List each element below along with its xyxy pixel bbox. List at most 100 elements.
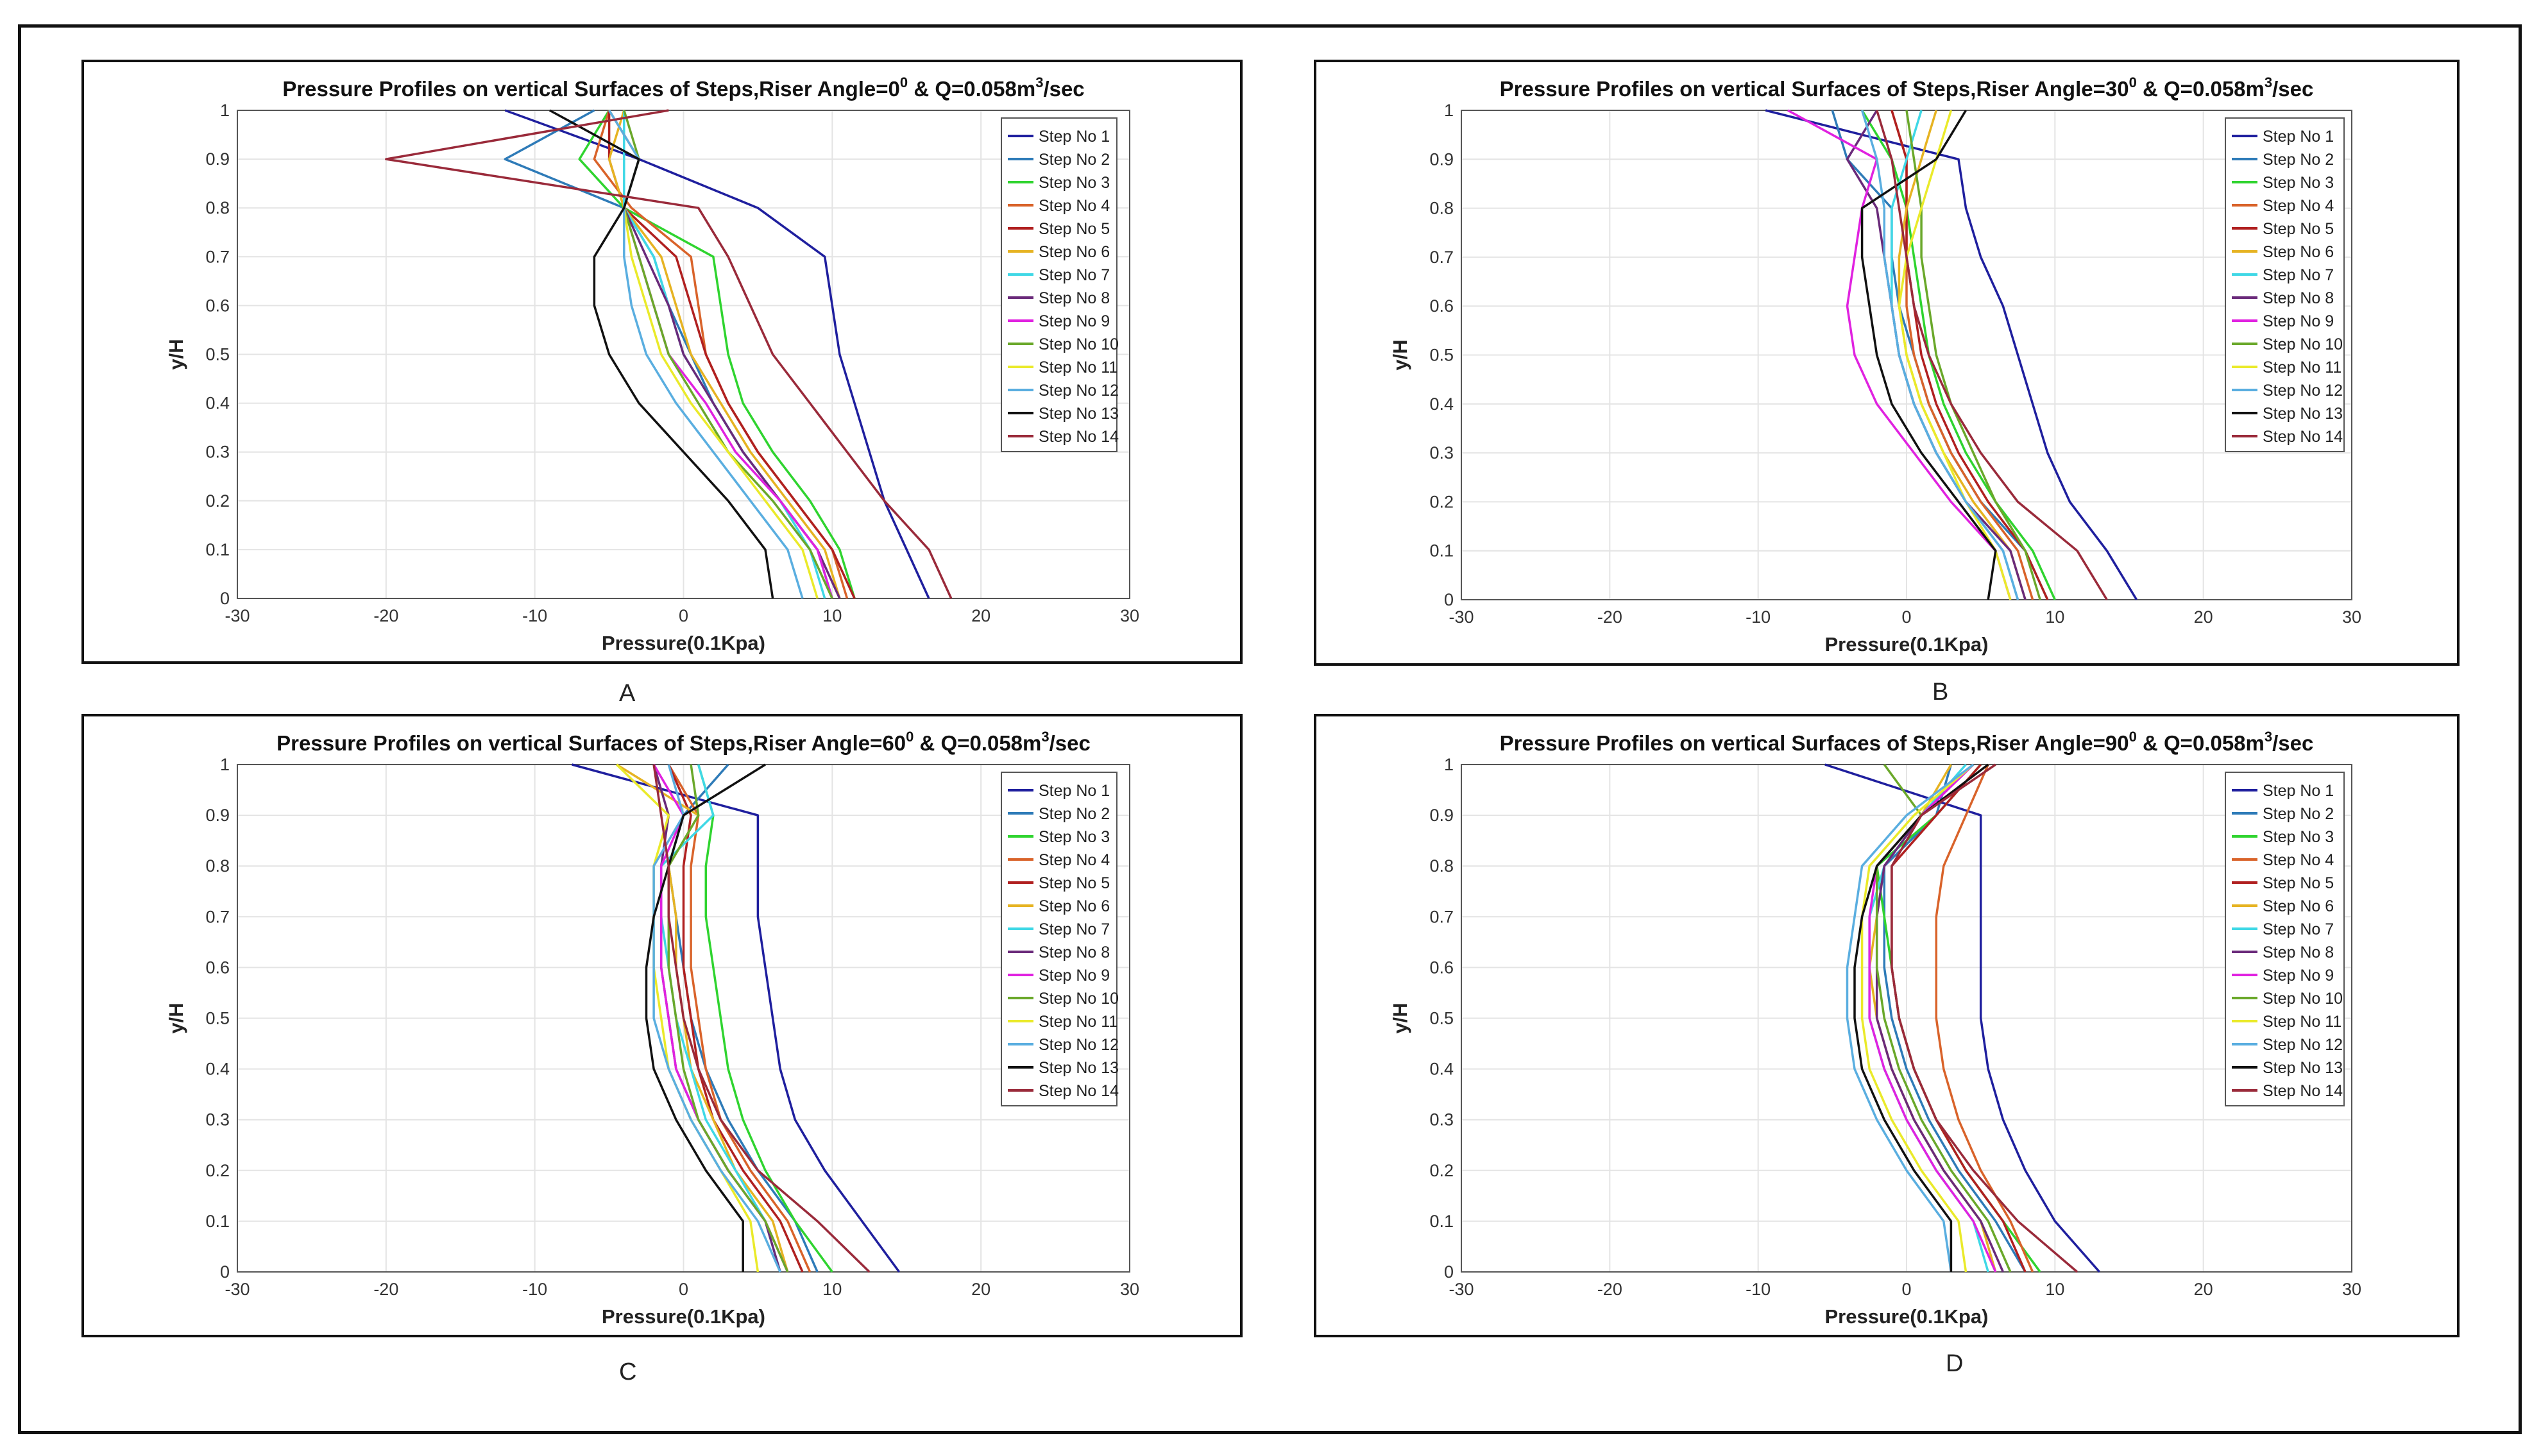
caption-a: A [619, 680, 636, 707]
y-tick-label: 0.7 [205, 247, 230, 266]
legend-label-step-10: Step No 10 [2263, 335, 2343, 353]
y-tick-label: 0.3 [205, 443, 230, 462]
legend-label-step-10: Step No 10 [1039, 990, 1119, 1008]
y-tick-label: 0.1 [1429, 1212, 1454, 1231]
y-tick-label: 0.6 [205, 958, 230, 977]
series-line-step-1 [572, 763, 901, 1273]
series-line-step-11 [1898, 110, 2012, 600]
y-tick-label: 0 [220, 589, 230, 608]
x-tick-label: 30 [1120, 1280, 1139, 1299]
chart-svg: -30 -20 -10 0 10 20 3000.10.20.30.40.50.60.70.… [1389, 729, 2361, 1328]
legend-label-step-13: Step No 13 [2263, 405, 2343, 423]
x-tick-label: 10 [2045, 1280, 2064, 1299]
panel-d: -30 -20 -10 0 10 20 30 0 0.1 0.2 0.3 0.4 0.5 0.6 0.7 0.… [1314, 714, 2460, 1337]
y-tick-label: 0.6 [1429, 296, 1454, 316]
series-line-step-11 [615, 763, 760, 1273]
legend-label-step-13: Step No 13 [2263, 1059, 2343, 1077]
series-line-step-12 [1846, 763, 1975, 1273]
y-axis-label: y/H [165, 339, 187, 369]
legend-label-step-7: Step No 7 [1039, 266, 1110, 284]
x-tick-label: -20 [373, 1280, 398, 1299]
y-tick-label: 0.4 [205, 1060, 230, 1079]
legend-label-step-11: Step No 11 [2263, 359, 2341, 377]
x-tick-label: -20 [1597, 1280, 1622, 1299]
panel-a: -30 -20 -10 0 10 20 30 0 0.1 0.2 0.3 0.4 0.5 0.6 0.7 0.… [81, 60, 1243, 664]
chart-title: Pressure Profiles on vertical Surfaces o… [282, 74, 1084, 101]
x-tick-label: 0 [679, 1280, 688, 1299]
axes-box [237, 764, 1130, 1273]
title-exponent: 3 [1041, 729, 1049, 745]
x-tick-label: -20 [373, 606, 398, 625]
series-line-step-10 [1905, 110, 2041, 600]
y-tick-label: 0.3 [205, 1110, 230, 1130]
series-line-step-12 [1860, 110, 2019, 600]
legend-label-step-2: Step No 2 [1039, 151, 1110, 169]
y-tick-label: 0.2 [205, 1161, 230, 1180]
legend-label-step-6: Step No 6 [1039, 243, 1110, 261]
y-tick-label: 0.5 [205, 345, 230, 364]
x-tick-label: 10 [2045, 607, 2064, 627]
y-tick-label: 0.6 [1429, 958, 1454, 977]
legend-label-step-8: Step No 8 [2263, 944, 2334, 961]
y-tick-label: 0.9 [205, 149, 230, 169]
legend-label-step-11: Step No 11 [2263, 1013, 2341, 1031]
legend-label-step-7: Step No 7 [2263, 920, 2334, 938]
legend-label-step-11: Step No 11 [1039, 1013, 1118, 1031]
x-tick-label: 10 [822, 1280, 842, 1299]
y-tick-label: 1 [1444, 101, 1454, 120]
caption-b: B [1932, 679, 1949, 706]
legend-label-step-12: Step No 12 [2263, 382, 2343, 400]
legend-label-step-7: Step No 7 [1039, 920, 1110, 938]
y-tick-label: 0.7 [1429, 907, 1454, 926]
y-tick-label: 0.9 [205, 806, 230, 825]
x-tick-label: -30 [1449, 607, 1474, 627]
y-tick-label: 0.8 [1429, 856, 1454, 876]
series-line-step-1 [504, 109, 930, 599]
y-tick-label: 0.9 [1429, 806, 1454, 825]
x-tick-label: 0 [679, 606, 688, 625]
y-tick-label: 1 [1444, 755, 1454, 774]
title-flow: & Q=0.058m [914, 731, 1041, 755]
title-flow: & Q=0.058m [2137, 77, 2265, 101]
series-line-step-3 [578, 110, 856, 599]
legend-label-step-14: Step No 14 [1039, 1082, 1119, 1100]
y-tick-label: 1 [220, 101, 230, 120]
panel-c: -30 -20 -10 0 10 20 30 0 0.1 0.2 0.3 0.4 0.5 0.6 0.7 0.… [81, 714, 1243, 1337]
x-axis-label: Pressure(0.1Kpa) [602, 632, 765, 654]
y-tick-label: 0.3 [1429, 443, 1454, 462]
legend-label-step-12: Step No 12 [1039, 382, 1119, 400]
y-tick-label: 0.1 [1429, 541, 1454, 561]
legend-label-step-1: Step No 1 [2263, 128, 2334, 146]
legend-label-step-3: Step No 3 [2263, 174, 2334, 192]
y-axis-label: y/H [1389, 339, 1411, 370]
x-axis-label: Pressure(0.1Kpa) [602, 1305, 765, 1328]
title-flow: & Q=0.058m [2137, 731, 2265, 755]
x-tick-label: -30 [225, 606, 250, 625]
title-text: Pressure Profiles on vertical Surfaces o… [276, 731, 906, 755]
y-tick-label: 0.2 [1429, 492, 1454, 511]
legend-label-step-4: Step No 4 [2263, 851, 2334, 869]
x-tick-label: 20 [2194, 1280, 2213, 1299]
legend-label-step-3: Step No 3 [1039, 174, 1110, 192]
y-tick-label: 0.7 [205, 907, 230, 926]
legend-label-step-5: Step No 5 [1039, 874, 1110, 892]
legend-label-step-8: Step No 8 [2263, 289, 2334, 307]
legend-label-step-12: Step No 12 [2263, 1036, 2343, 1054]
chart-title: Pressure Profiles on vertical Surfaces o… [1500, 729, 2314, 755]
y-tick-label: 0.8 [205, 198, 230, 217]
x-tick-label: 30 [2342, 1280, 2361, 1299]
y-tick-label: 0.9 [1429, 149, 1454, 169]
x-tick-label: 30 [2342, 607, 2361, 627]
series-line-step-6 [608, 110, 841, 599]
chart-title: Pressure Profiles on vertical Surfaces o… [1500, 74, 2314, 101]
legend-label-step-13: Step No 13 [1039, 405, 1119, 423]
series-line-step-13 [1853, 763, 1989, 1272]
x-tick-label: 10 [822, 606, 842, 625]
legend-label-step-9: Step No 9 [1039, 312, 1110, 330]
legend-label-step-1: Step No 1 [1039, 782, 1110, 800]
x-tick-label: 0 [1901, 607, 1911, 627]
chart-svg: -30 -20 -10 0 10 20 3000.10.20.30.40.50.60.70.… [1389, 74, 2361, 656]
series-line-step-14 [1891, 763, 2078, 1273]
legend-label-step-9: Step No 9 [2263, 967, 2334, 985]
y-tick-label: 0.6 [205, 296, 230, 315]
